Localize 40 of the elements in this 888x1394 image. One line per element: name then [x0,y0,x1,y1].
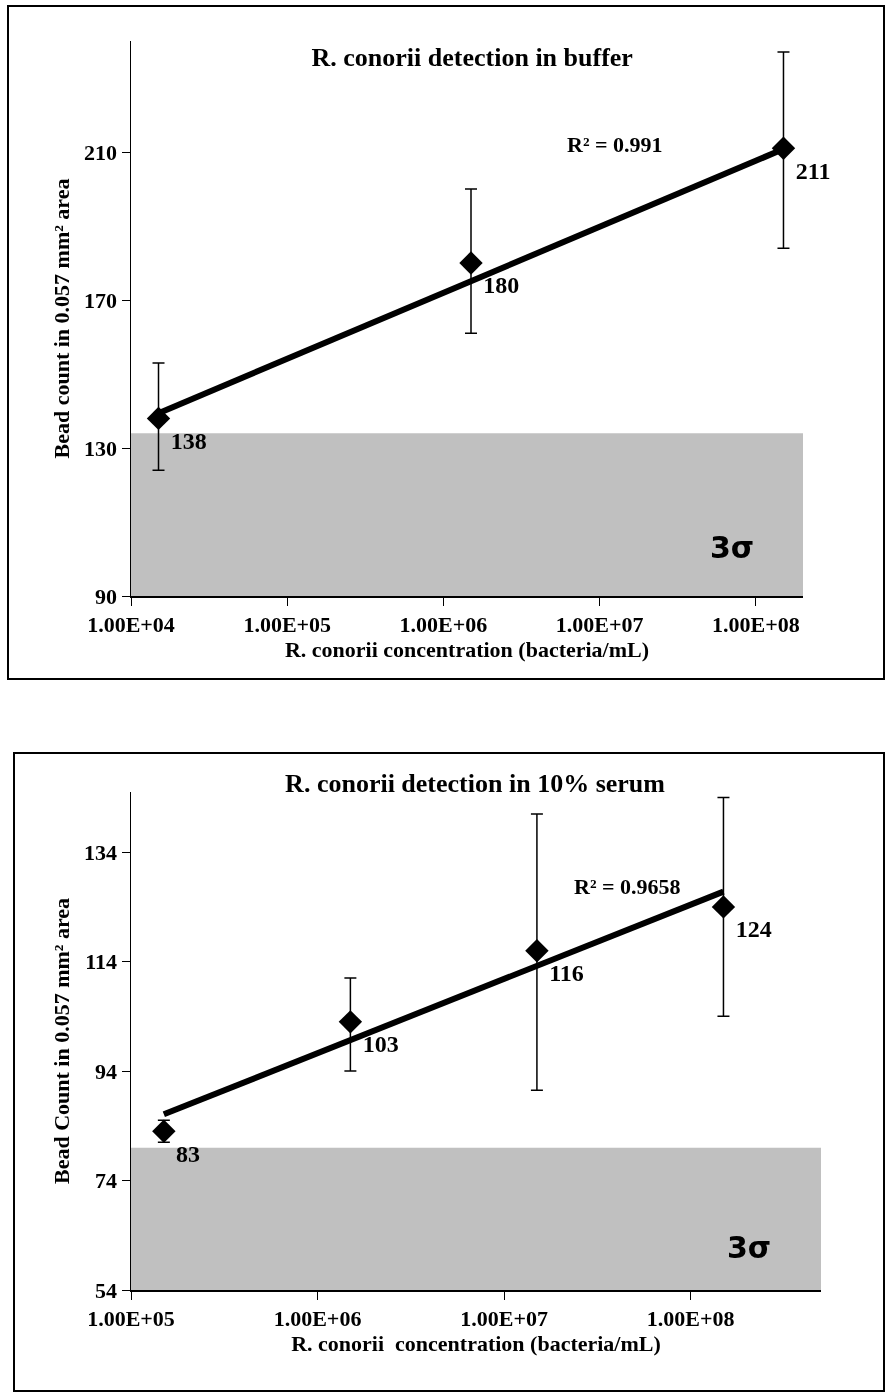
y-tick-label: 210 [84,139,118,165]
data-label: 211 [795,157,831,184]
x-tick-label: 1.00E+08 [646,1305,735,1331]
x-tick-label: 1.00E+05 [87,1305,175,1331]
y-tick-label: 130 [84,435,118,461]
x-tick-label: 1.00E+07 [555,611,644,637]
data-label: 138 [170,427,207,454]
y-tick-label: 54 [95,1277,118,1303]
y-tick-label: 114 [85,949,118,975]
band-label: 3σ [710,530,755,565]
point [525,939,549,963]
x-axis-title: R. conorii concentration (bacteria/mL) [291,1330,661,1356]
y-tick-label: 90 [95,583,118,609]
data-label: 83 [176,1140,201,1167]
data-label: 124 [735,916,772,943]
x-tick-label: 1.00E+06 [399,611,488,637]
chart-title: R. conorii detection in buffer [311,43,633,73]
y-tick-label: 134 [84,839,118,865]
x-tick-label: 1.00E+08 [712,611,800,637]
x-tick-label: 1.00E+04 [87,611,175,637]
point [152,1119,176,1143]
x-tick-label: 1.00E+05 [243,611,332,637]
data-label: 103 [362,1031,399,1058]
x-tick-label: 1.00E+06 [273,1305,362,1331]
annotation: R² = 0.991 [567,132,663,157]
y-axis-title: Bead Count in 0.057 mm² area [49,897,75,1185]
point [711,895,736,919]
data-label: 180 [483,272,520,299]
point [459,251,483,275]
y-tick-label: 170 [84,287,118,313]
chart-title: R. conorii detection in 10% serum [285,768,666,798]
y-tick-label: 74 [95,1168,118,1194]
x-tick-label: 1.00E+07 [460,1305,548,1331]
point [338,1010,363,1034]
x-axis-title: R. conorii concentration (bacteria/mL) [284,636,650,662]
band-label: 3σ [727,1230,772,1265]
y-axis-title: Bead count in 0.057 mm² area [49,178,75,459]
data-label: 116 [549,959,584,986]
y-tick-label: 94 [95,1058,118,1084]
annotation: R² = 0.9658 [574,874,681,899]
